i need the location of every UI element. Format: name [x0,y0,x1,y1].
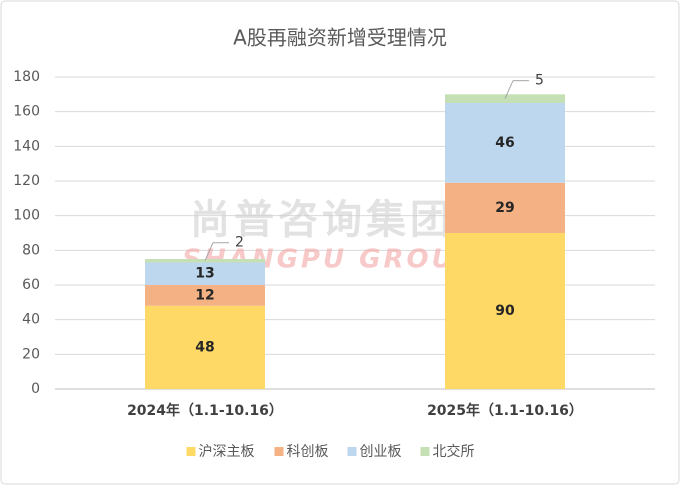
data-label: 5 [535,73,544,89]
bar-segment [145,305,265,389]
legend-label: 北交所 [433,443,475,460]
bar-segment [445,94,565,103]
data-label: 46 [495,135,514,151]
y-tick-label: 0 [31,381,40,397]
chart-title: A股再融资新增受理情况 [233,26,447,50]
y-tick-label: 160 [13,104,40,120]
bar-segment [445,233,565,389]
leader-line [204,242,214,261]
bar-segment [145,285,265,306]
y-tick-label: 120 [13,173,40,189]
legend-swatch [186,447,196,456]
y-tick-label: 180 [13,69,40,85]
leader-line [504,80,514,99]
data-label: 13 [195,266,214,282]
data-label: 29 [495,200,514,216]
y-tick-label: 100 [13,208,40,224]
bar-segment [445,182,565,233]
y-tick-label: 80 [22,242,40,258]
legend-swatch [274,447,284,456]
legend-label: 科创板 [287,444,329,460]
legend-swatch [420,447,430,456]
x-tick-label: 2025年（1.1-10.16） [427,402,583,419]
data-label: 90 [495,303,515,319]
legend-label: 沪深主板 [199,444,255,460]
legend-label: 创业板 [360,444,402,460]
watermark: 尚普咨询集团 [190,197,454,243]
y-tick-label: 60 [22,277,40,293]
data-label: 48 [195,339,214,355]
data-label: 2 [235,235,244,251]
bar-segment [445,103,565,183]
x-tick-label: 2024年（1.1-10.16） [127,402,283,419]
y-tick-label: 40 [22,312,40,328]
y-tick-label: 20 [22,346,40,362]
y-tick-label: 140 [13,138,40,154]
legend-swatch [347,447,357,456]
bar-segment [145,262,265,285]
data-label: 12 [195,287,214,303]
